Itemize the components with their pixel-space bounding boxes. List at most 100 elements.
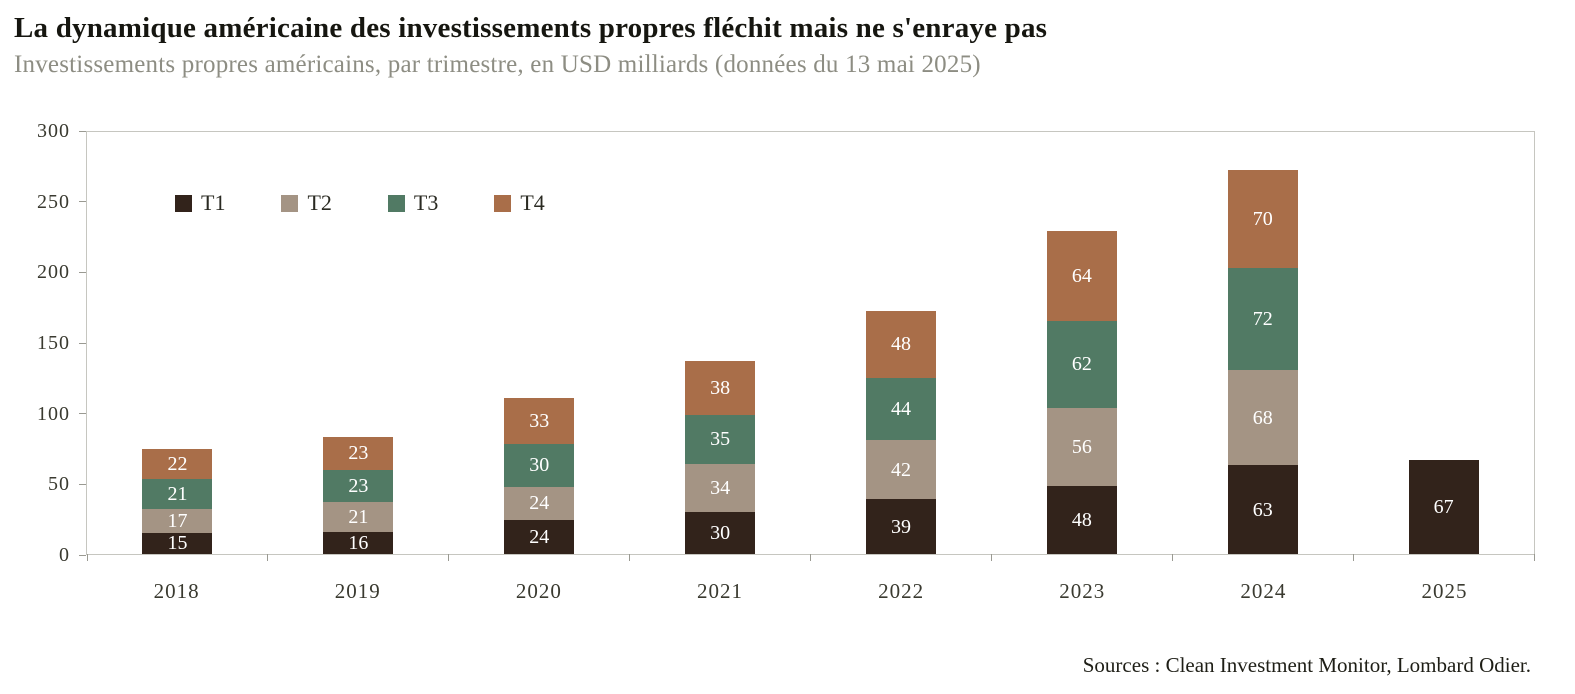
bar-value-label: 72 — [1252, 308, 1273, 331]
bar-segment: 17 — [142, 509, 213, 533]
bar-value-label: 17 — [167, 509, 188, 532]
legend-item: T2 — [281, 190, 332, 216]
bar-segment: 16 — [323, 531, 394, 554]
chart: 0 50 100 150 200 250 300 T1 T2 T3 T4 22 21 17 15 23 23… — [14, 121, 1535, 565]
x-axis-ticks — [86, 554, 1535, 562]
bar-value-label: 24 — [529, 526, 550, 549]
bar-column: 22 21 17 15 — [87, 132, 268, 554]
bar-value-label: 33 — [529, 410, 550, 433]
bar-segment: 33 — [504, 397, 575, 445]
bar-value-label: 35 — [710, 428, 731, 451]
bar-value-label: 63 — [1252, 498, 1273, 521]
y-tick-label: 250 — [37, 190, 70, 213]
x-tick-mark — [1352, 554, 1354, 561]
bar-column: 33 30 24 24 — [449, 132, 630, 554]
source-note: Sources : Clean Investment Monitor, Lomb… — [1082, 653, 1531, 677]
bar-value-label: 24 — [529, 492, 550, 515]
bar-column: 70 72 68 63 — [1172, 132, 1353, 554]
bar-value-label: 21 — [348, 505, 369, 528]
bar-segment: 42 — [865, 440, 936, 500]
bar-segment: 64 — [1046, 230, 1117, 321]
bar-segment: 63 — [1227, 465, 1298, 554]
bar-stack: 23 23 21 16 — [323, 132, 394, 554]
bar-value-label: 16 — [348, 531, 369, 554]
bar-value-label: 44 — [890, 398, 911, 421]
bar-segment: 68 — [1227, 369, 1298, 466]
bar-segment: 67 — [1408, 459, 1479, 554]
bar-segment: 48 — [1046, 486, 1117, 554]
bar-stack: 64 62 56 48 — [1046, 132, 1117, 554]
legend-swatch — [175, 194, 192, 212]
x-tick-mark — [990, 554, 992, 561]
bar-segment: 23 — [323, 469, 394, 502]
bar-stack: 70 72 68 63 — [1227, 132, 1298, 554]
bar-segment: 22 — [142, 448, 213, 480]
legend-label: T4 — [520, 190, 545, 215]
bar-value-label: 48 — [1071, 509, 1092, 532]
bars: 22 21 17 15 23 23 21 16 33 30 24 24 38 35 34 30 48 44 42 39… — [87, 132, 1534, 554]
bar-segment: 24 — [504, 520, 575, 554]
legend-item: T4 — [494, 190, 545, 216]
chart-title: La dynamique américaine des investisseme… — [14, 12, 1048, 44]
bar-segment: 21 — [323, 501, 394, 532]
y-tick-label: 200 — [37, 261, 70, 284]
bar-segment: 24 — [504, 486, 575, 521]
legend-swatch — [387, 194, 405, 212]
bar-stack: 48 44 42 39 — [865, 132, 936, 554]
bar-stack: 33 30 24 24 — [504, 132, 575, 554]
bar-column: 48 44 42 39 — [811, 132, 992, 554]
bar-value-label: 68 — [1252, 406, 1273, 429]
bar-value-label: 39 — [890, 515, 911, 538]
bar-column: 23 23 21 16 — [268, 132, 449, 554]
bar-segment: 56 — [1046, 407, 1117, 487]
x-tick-mark — [1171, 554, 1173, 561]
chart-subtitle: Investissements propres américains, par … — [14, 51, 981, 78]
bar-column: 64 62 56 48 — [991, 132, 1172, 554]
x-tick-mark — [86, 554, 88, 561]
legend-item: T1 — [175, 190, 225, 216]
y-tick-mark — [79, 201, 86, 203]
bar-value-label: 64 — [1071, 264, 1092, 287]
y-axis: 0 50 100 150 200 250 300 — [14, 121, 86, 565]
x-tick-mark — [810, 554, 811, 561]
bar-value-label: 15 — [167, 532, 188, 554]
legend-label: T1 — [201, 190, 226, 215]
bar-value-label: 70 — [1252, 208, 1273, 231]
bar-segment: 48 — [865, 310, 936, 379]
y-tick-mark — [79, 271, 86, 273]
x-tick-label: 2023 — [1059, 579, 1106, 603]
bar-segment: 38 — [685, 361, 756, 415]
bar-value-label: 34 — [710, 476, 731, 499]
bar-segment: 35 — [685, 414, 756, 464]
bar-value-label: 48 — [890, 333, 911, 356]
y-tick-mark — [79, 554, 86, 556]
bar-stack: 67 — [1408, 132, 1479, 554]
y-tick-mark — [79, 413, 86, 415]
y-tick-label: 0 — [59, 544, 70, 566]
legend-swatch — [281, 194, 299, 212]
bar-segment: 21 — [142, 479, 213, 509]
bar-value-label: 30 — [710, 521, 731, 544]
bar-value-label: 62 — [1071, 353, 1092, 376]
legend-item: T3 — [387, 190, 438, 216]
bar-value-label: 22 — [167, 453, 188, 475]
x-tick-label: 2019 — [334, 579, 381, 603]
y-tick-mark — [79, 130, 86, 132]
bar-value-label: 67 — [1433, 495, 1454, 518]
y-tick-label: 100 — [37, 402, 70, 425]
bar-stack: 38 35 34 30 — [685, 132, 756, 554]
bar-value-label: 42 — [890, 458, 911, 481]
bar-column: 67 — [1353, 132, 1534, 554]
bar-segment: 70 — [1227, 170, 1298, 269]
x-tick-label: 2018 — [153, 579, 200, 603]
x-tick-mark — [448, 554, 450, 561]
x-tick-mark — [267, 554, 269, 561]
x-tick-label: 2021 — [696, 579, 743, 603]
bar-stack: 22 21 17 15 — [142, 132, 213, 554]
y-tick-label: 50 — [48, 473, 70, 496]
y-tick-mark — [79, 342, 86, 344]
bar-segment: 39 — [865, 499, 936, 554]
bar-value-label: 56 — [1071, 436, 1092, 459]
bar-segment: 30 — [504, 444, 575, 487]
